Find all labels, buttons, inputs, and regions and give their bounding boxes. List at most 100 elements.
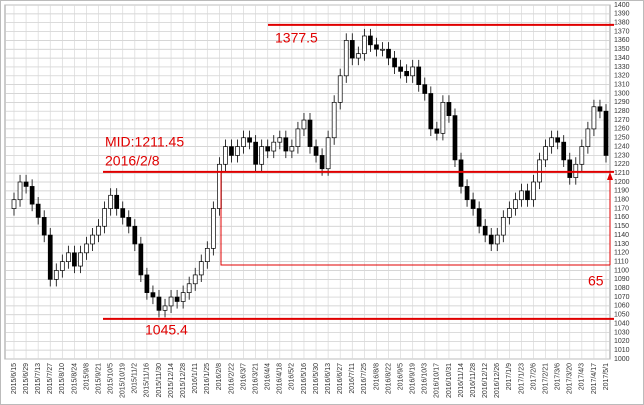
- x-tick-label: 2016/9/5: [397, 363, 404, 390]
- candle-body: [120, 208, 126, 218]
- note: 65: [588, 273, 604, 289]
- y-tick-label: 1300: [614, 90, 630, 97]
- candle-body: [102, 208, 107, 227]
- x-tick-label: 2015/7/27: [47, 363, 54, 394]
- y-tick-label: 1010: [614, 347, 630, 354]
- y-tick-label: 1270: [614, 117, 630, 124]
- candle-body: [223, 146, 228, 165]
- x-tick-label: 2016/4/4: [265, 363, 272, 390]
- candle-body: [343, 40, 349, 77]
- candle-body: [422, 84, 428, 94]
- x-tick-label: 2016/3/7: [240, 363, 247, 390]
- candle-body: [265, 146, 271, 152]
- x-tick-label: 2016/1/25: [204, 363, 211, 394]
- candle-body: [337, 75, 343, 103]
- candle-body: [96, 225, 101, 236]
- y-tick-label: 1280: [614, 108, 630, 115]
- level-label: MID:1211.45: [105, 134, 184, 150]
- x-tick-label: 2016/8/8: [373, 363, 380, 390]
- candle-body: [579, 146, 585, 165]
- candle-body: [603, 110, 609, 156]
- y-tick-label: 1070: [614, 294, 630, 301]
- candle-body: [525, 190, 530, 201]
- x-tick-label: 2015/9/8: [83, 363, 90, 390]
- candle-body: [470, 199, 476, 209]
- x-tick-label: 2017/2/6: [530, 363, 537, 390]
- candle-body: [531, 181, 536, 201]
- x-tick-label: 2015/12/14: [168, 363, 175, 398]
- candle-body: [289, 146, 295, 152]
- candle-body: [78, 252, 83, 267]
- y-tick-label: 1240: [614, 143, 630, 150]
- candle-body: [513, 199, 518, 209]
- candle-body: [386, 48, 391, 59]
- candle-body: [549, 137, 554, 147]
- candle-body: [331, 101, 337, 139]
- candle-body: [567, 159, 573, 178]
- y-tick-label: 1400: [614, 2, 630, 9]
- candle-body: [597, 106, 603, 112]
- candle-body: [17, 181, 23, 201]
- y-tick-label: 1110: [614, 258, 629, 265]
- candle-body: [404, 71, 410, 77]
- grid: [4, 4, 611, 360]
- candle-body: [229, 146, 234, 156]
- candle-body: [476, 208, 482, 227]
- candle-body: [458, 159, 464, 187]
- candle-body: [41, 217, 47, 236]
- y-tick-label: 1250: [614, 135, 630, 142]
- candle-body: [446, 101, 452, 116]
- candle-body: [494, 234, 500, 245]
- candle-body: [53, 270, 59, 280]
- bracket: [220, 172, 610, 266]
- x-tick-label: 2015/6/29: [23, 363, 30, 394]
- candle-body: [204, 248, 210, 262]
- x-tick-label: 2015/10/5: [107, 363, 114, 394]
- candle-body: [374, 44, 379, 50]
- y-tick-label: 1360: [614, 37, 630, 44]
- candle-body: [368, 35, 373, 46]
- candle-body: [392, 57, 397, 68]
- x-tick-label: 2015/11/2: [132, 363, 139, 394]
- arrow-head: [607, 172, 613, 180]
- y-tick-label: 1020: [614, 338, 630, 345]
- candle-body: [307, 119, 313, 147]
- candle-body: [301, 119, 307, 130]
- x-tick-label: 2015/11/16: [144, 363, 151, 398]
- level-label: 1377.5: [275, 30, 318, 46]
- candle-body: [464, 186, 470, 201]
- candle-body: [29, 186, 35, 205]
- candle-body: [59, 261, 65, 271]
- y-tick-label: 1390: [614, 11, 630, 18]
- candle-body: [259, 146, 265, 165]
- x-tick-label: 2016/6/13: [325, 363, 332, 394]
- candle-body: [235, 146, 240, 156]
- y-tick-label: 1340: [614, 55, 630, 62]
- y-tick-label: 1080: [614, 285, 630, 292]
- y-tick-label: 1260: [614, 126, 630, 133]
- y-tick-label: 1210: [614, 170, 630, 177]
- x-tick-label: 2016/7/11: [349, 363, 356, 394]
- x-tick-label: 2016/4/18: [277, 363, 284, 394]
- x-tick-label: 2016/1/11: [192, 363, 199, 394]
- candle-body: [47, 234, 53, 280]
- candle-body: [114, 194, 120, 209]
- y-tick-label: 1220: [614, 161, 630, 168]
- candle-body: [452, 115, 458, 161]
- candle-body: [241, 137, 246, 147]
- candle-body: [362, 35, 367, 55]
- x-tick-label: 2016/10/31: [446, 363, 453, 398]
- candle-body: [428, 93, 434, 130]
- candle-body: [180, 292, 186, 302]
- x-tick-label: 2017/1/9: [506, 363, 513, 390]
- candle-body: [313, 146, 319, 156]
- candle-body: [174, 296, 180, 302]
- candle-body: [271, 141, 277, 152]
- y-tick-label: 1030: [614, 329, 630, 336]
- y-tick-label: 1140: [614, 232, 629, 239]
- candles: [11, 28, 609, 318]
- candle-body: [506, 208, 512, 218]
